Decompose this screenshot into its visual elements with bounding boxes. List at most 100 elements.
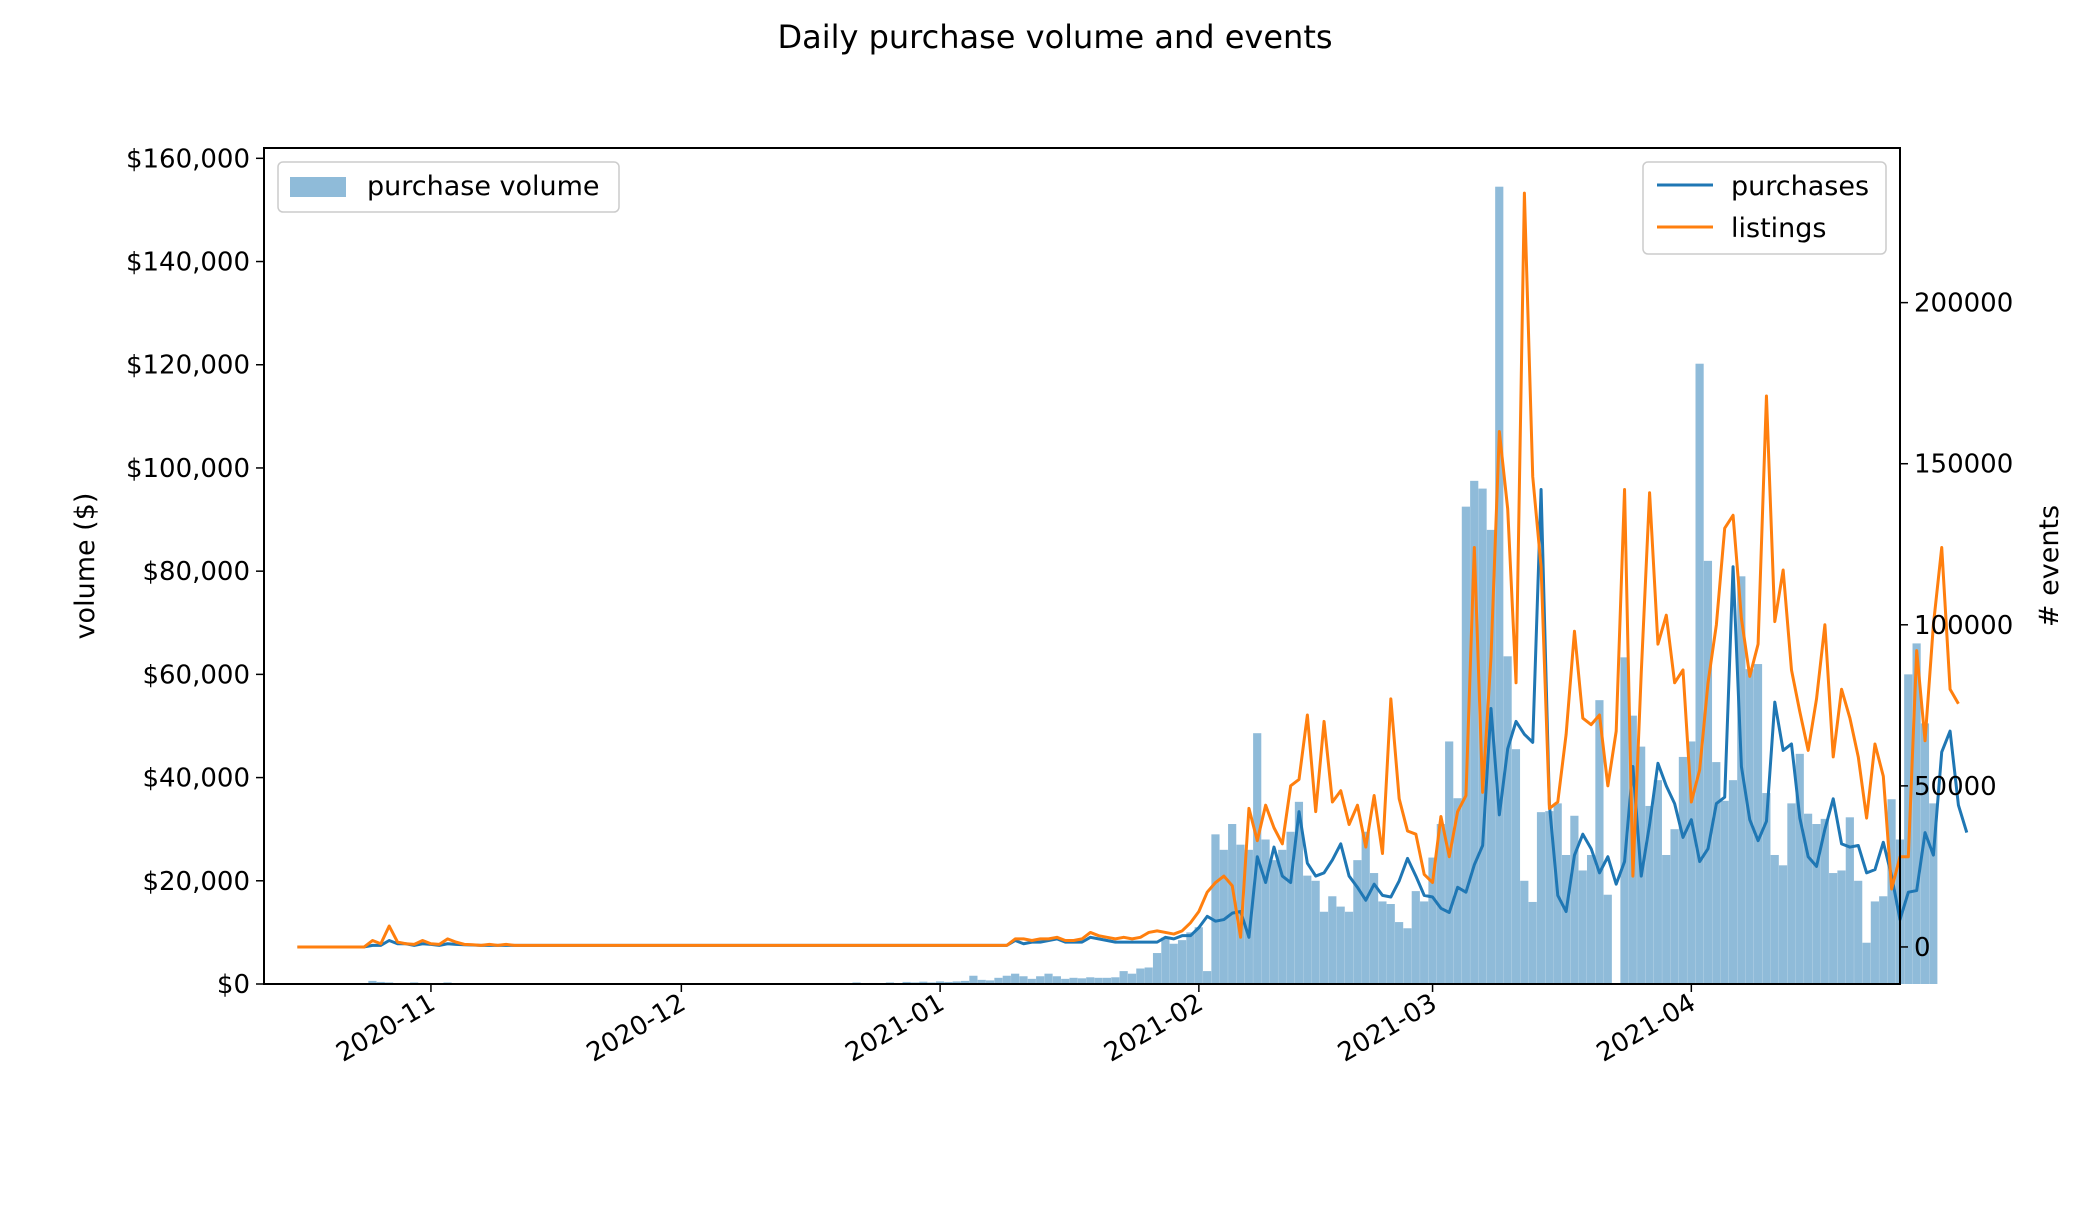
bar — [919, 981, 928, 984]
x-axis: 2020-11 2020-12 2021-01 2021-02 2021-03 2021-… — [331, 984, 1701, 1068]
y-right-tick-label: 200000 — [1914, 289, 2013, 319]
bar — [1161, 937, 1170, 984]
bar — [1503, 656, 1512, 984]
legend-right: purchases listings — [1642, 161, 1887, 255]
bar — [1603, 894, 1612, 984]
bar — [1495, 186, 1504, 984]
bar — [986, 980, 995, 984]
bar — [1770, 854, 1779, 984]
bar — [1353, 860, 1362, 984]
bar — [1102, 977, 1112, 984]
bar — [1595, 700, 1604, 984]
bar — [1027, 978, 1036, 984]
bar — [1737, 576, 1746, 984]
bar — [1486, 529, 1496, 984]
bar — [1219, 849, 1228, 984]
y-right-tick-label: 50000 — [1914, 772, 1997, 802]
bar — [1837, 870, 1846, 984]
y-left-tick-label: $40,000 — [142, 764, 250, 794]
x-tick-label: 2021-01 — [841, 988, 950, 1068]
bar — [1011, 973, 1020, 984]
bar — [1578, 870, 1587, 984]
y-axis-left-label: volume ($) — [70, 493, 101, 640]
bar — [1653, 780, 1662, 984]
bar — [1845, 817, 1854, 984]
bar — [1511, 749, 1521, 984]
bar — [1461, 506, 1470, 984]
bar — [1336, 906, 1345, 984]
bar — [1887, 799, 1896, 984]
bar — [1728, 780, 1738, 984]
bar — [1286, 831, 1295, 984]
y-left-tick-label: $100,000 — [126, 454, 250, 484]
y-left-tick-label: $80,000 — [142, 557, 250, 587]
legend-left: purchase volume — [277, 161, 620, 213]
bar — [1169, 943, 1178, 984]
bar — [1411, 891, 1420, 984]
x-tick-label: 2020-12 — [582, 988, 691, 1068]
legend-label-purchases: purchases — [1731, 171, 1869, 202]
bar — [1528, 901, 1537, 984]
bar — [1753, 664, 1763, 984]
bar — [1127, 973, 1137, 984]
y-right-tick-label: 0 — [1914, 933, 1931, 963]
bar — [1670, 829, 1679, 984]
bar-series — [368, 186, 1938, 985]
bar — [1687, 741, 1696, 984]
bar — [1403, 928, 1412, 984]
bar — [1319, 911, 1329, 984]
bar — [1278, 849, 1287, 984]
bar — [1094, 977, 1103, 984]
bar — [1929, 803, 1938, 984]
bar — [1361, 831, 1370, 984]
bar — [1445, 741, 1454, 984]
bar — [1870, 901, 1879, 984]
bar — [1152, 953, 1162, 984]
bar — [1044, 973, 1053, 984]
bar — [1303, 875, 1312, 984]
bar — [1119, 971, 1128, 984]
bar — [1228, 824, 1237, 984]
bar — [1378, 901, 1387, 984]
bar — [1261, 839, 1270, 984]
y-axis-right: 0 50000 100000 150000 200000 — [1900, 289, 2013, 963]
bar — [1420, 901, 1429, 984]
bar — [368, 980, 377, 984]
bar — [1344, 911, 1354, 984]
y-axis-left: $0 $20,000 $40,000 $60,000 $80,000 $100,000 $1… — [126, 144, 264, 1000]
legend-label-purchase-volume: purchase volume — [367, 171, 600, 202]
bar — [1395, 922, 1404, 984]
bar — [1520, 880, 1529, 984]
bar — [1812, 824, 1821, 984]
bar — [1662, 854, 1671, 984]
bar — [1269, 860, 1278, 984]
bar — [952, 981, 961, 984]
bar — [1620, 657, 1629, 984]
y-left-tick-label: $140,000 — [126, 248, 250, 278]
bar — [902, 981, 911, 984]
bar — [1177, 940, 1187, 984]
bar — [935, 981, 945, 984]
bar — [1712, 762, 1721, 984]
bar — [376, 981, 385, 984]
bar — [1211, 834, 1220, 984]
bar — [1720, 800, 1729, 984]
bar — [1854, 880, 1863, 984]
legend-left-frame — [277, 161, 620, 213]
bar — [1328, 896, 1337, 984]
bar — [1645, 805, 1654, 984]
bar — [1069, 977, 1078, 984]
bar — [1561, 854, 1571, 984]
legend-label-listings: listings — [1731, 213, 1826, 244]
bar — [1428, 857, 1437, 984]
bar — [1294, 801, 1304, 984]
bar — [1111, 977, 1120, 984]
bar — [1203, 971, 1212, 984]
bar — [1586, 854, 1596, 984]
bar — [1545, 811, 1554, 984]
bar — [1703, 560, 1713, 984]
bar — [1052, 976, 1061, 984]
bar — [1695, 363, 1704, 985]
bar — [1136, 968, 1145, 984]
